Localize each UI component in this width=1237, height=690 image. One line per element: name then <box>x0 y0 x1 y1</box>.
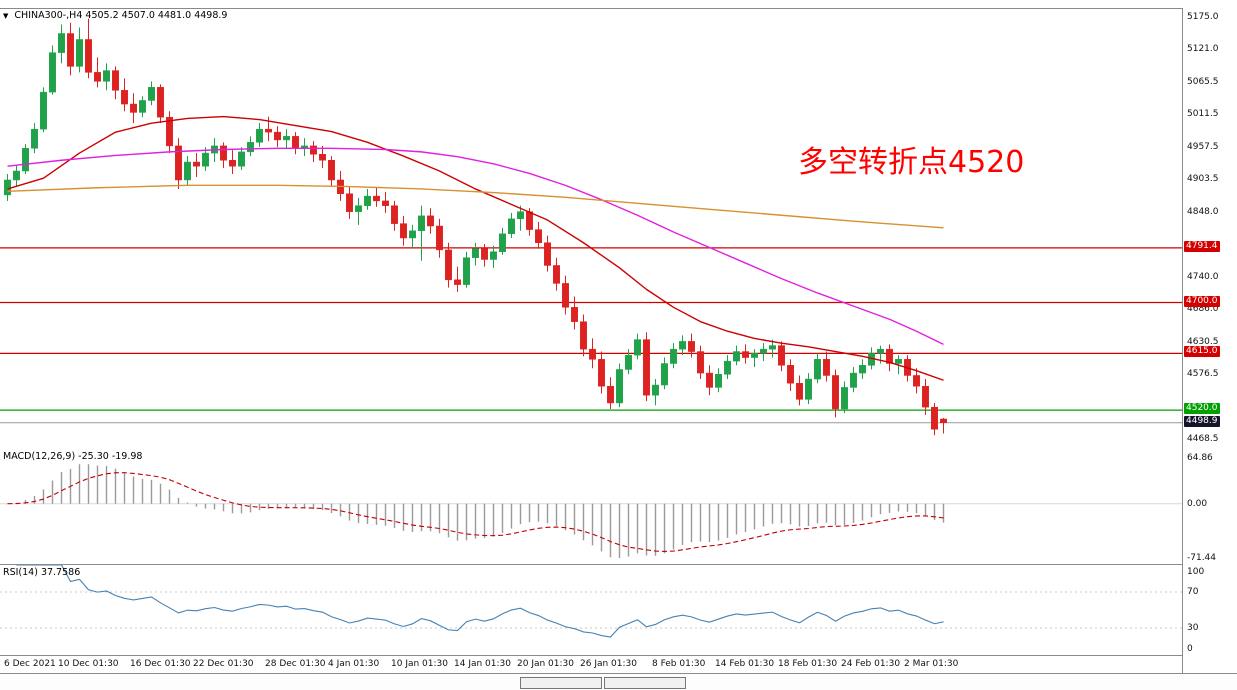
time-tick-label: 8 Feb 01:30 <box>652 659 706 669</box>
time-tick-label: 2 Mar 01:30 <box>904 659 959 669</box>
price-tick-label: 5011.5 <box>1187 109 1219 120</box>
price-tick-label: 4686.0 <box>1187 303 1219 314</box>
annotation-text: 多空转折点4520 <box>798 145 1025 180</box>
price-tick-label: 4740.0 <box>1187 271 1219 282</box>
time-tick-label: 28 Dec 01:30 <box>265 659 326 669</box>
price-level-badge: 4700.0 <box>1184 295 1220 307</box>
bottom-tab-1[interactable] <box>520 677 602 689</box>
macd-tick-label: 0.00 <box>1187 498 1208 509</box>
rsi-label: RSI(14) 37.7586 <box>3 567 81 578</box>
price-tick-label: 4957.5 <box>1187 141 1219 152</box>
time-tick-label: 14 Feb 01:30 <box>715 659 775 669</box>
time-tick-label: 26 Jan 01:30 <box>580 659 637 669</box>
price-tick-label: 4903.5 <box>1187 173 1219 184</box>
chart-title: ▼ CHINA300-,H4 4505.2 4507.0 4481.0 4498… <box>3 10 227 21</box>
macd-panel[interactable]: MACD(12,26,9) -25.30 -19.98 <box>0 449 1182 565</box>
time-tick-label: 16 Dec 01:30 <box>130 659 191 669</box>
time-tick-label: 20 Jan 01:30 <box>517 659 574 669</box>
bottom-bar <box>0 673 1237 690</box>
time-tick-label: 6 Dec 2021 <box>4 659 56 669</box>
rsi-tick-label: 70 <box>1187 587 1199 597</box>
time-tick-label: 4 Jan 01:30 <box>328 659 380 669</box>
time-axis[interactable]: 6 Dec 2021 10 Dec 01:30 16 Dec 01:30 22 Dec… <box>0 657 1182 672</box>
main-chart-panel[interactable]: ▼ CHINA300-,H4 4505.2 4507.0 4481.0 4498… <box>0 8 1182 450</box>
macd-chart <box>0 464 1182 558</box>
rsi-tick-label: 100 <box>1187 567 1205 577</box>
time-tick-label: 10 Dec 01:30 <box>58 659 119 669</box>
rsi-panel[interactable]: RSI(14) 37.7586 <box>0 565 1182 656</box>
ohlc-values: 4505.2 4507.0 4481.0 4498.9 <box>85 10 228 21</box>
rsi-chart <box>0 565 1182 638</box>
price-level-badge: 4520.0 <box>1184 403 1220 415</box>
bottom-tab-2[interactable] <box>604 677 686 689</box>
price-level-badge: 4791.4 <box>1184 240 1220 252</box>
price-tick-label: 4468.5 <box>1187 433 1219 444</box>
time-tick-label: 22 Dec 01:30 <box>193 659 254 669</box>
price-axis[interactable]: 5175.0 5121.0 5065.5 5011.5 4957.5 4903.5 4848… <box>1182 8 1237 673</box>
price-level-badge: 4615.0 <box>1184 346 1220 358</box>
rsi-tick-label: 0 <box>1187 644 1193 654</box>
macd-label: MACD(12,26,9) -25.30 -19.98 <box>3 451 143 462</box>
price-tick-label: 5065.5 <box>1187 77 1219 88</box>
rsi-tick-label: 30 <box>1187 623 1199 633</box>
time-tick-label: 24 Feb 01:30 <box>841 659 901 669</box>
time-tick-label: 14 Jan 01:30 <box>454 659 511 669</box>
candlestick-chart <box>0 18 1182 436</box>
time-tick-label: 10 Jan 01:30 <box>391 659 448 669</box>
symbol-label: CHINA300-,H4 <box>14 10 83 21</box>
price-tick-label: 5121.0 <box>1187 43 1219 54</box>
current-price-badge: 4498.9 <box>1184 415 1220 427</box>
price-tick-label: 4848.0 <box>1187 207 1219 218</box>
collapse-icon[interactable]: ▼ <box>3 12 9 20</box>
price-tick-label: 4630.5 <box>1187 337 1219 348</box>
time-tick-label: 18 Feb 01:30 <box>778 659 838 669</box>
price-tick-label: 5175.0 <box>1187 11 1219 22</box>
macd-tick-label: 64.86 <box>1187 453 1213 463</box>
macd-tick-label: -71.44 <box>1187 553 1217 563</box>
price-tick-label: 4576.5 <box>1187 369 1219 380</box>
